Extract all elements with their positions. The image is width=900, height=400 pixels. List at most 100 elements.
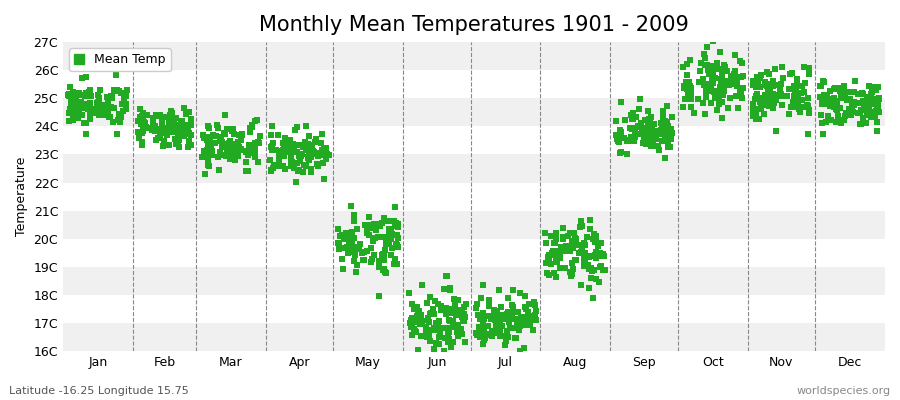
Point	[106, 87, 121, 93]
Point	[292, 167, 307, 174]
Point	[715, 99, 729, 105]
Point	[441, 331, 455, 337]
Point	[410, 346, 425, 353]
Point	[418, 329, 433, 335]
Point	[117, 97, 131, 103]
Point	[842, 96, 857, 102]
Point	[80, 105, 94, 111]
Point	[528, 302, 543, 308]
Point	[823, 88, 837, 94]
Point	[146, 115, 160, 121]
Point	[215, 144, 230, 150]
Point	[72, 92, 86, 98]
Y-axis label: Temperature: Temperature	[15, 157, 28, 236]
Point	[487, 308, 501, 315]
Point	[234, 136, 248, 143]
Point	[626, 125, 641, 131]
Point	[133, 105, 148, 112]
Point	[406, 306, 420, 313]
Point	[214, 139, 229, 145]
Point	[81, 105, 95, 112]
Point	[248, 118, 262, 124]
Point	[828, 98, 842, 104]
Point	[859, 103, 873, 109]
Point	[331, 226, 346, 232]
Point	[238, 149, 253, 156]
Point	[92, 112, 106, 118]
Point	[412, 308, 427, 314]
Point	[162, 126, 176, 132]
Point	[852, 120, 867, 127]
Point	[477, 337, 491, 343]
Point	[698, 94, 713, 100]
Point	[491, 309, 505, 316]
Point	[224, 146, 238, 153]
Point	[832, 88, 847, 94]
Point	[658, 122, 672, 128]
Point	[404, 324, 419, 330]
Bar	[63, 42, 885, 70]
Point	[864, 91, 878, 97]
Point	[556, 234, 571, 240]
Point	[343, 249, 357, 255]
Point	[750, 90, 764, 97]
Point	[97, 108, 112, 114]
Point	[612, 138, 626, 145]
Point	[757, 111, 771, 118]
Point	[104, 103, 118, 110]
Point	[440, 306, 454, 312]
Point	[735, 73, 750, 80]
Point	[83, 87, 97, 93]
Point	[549, 254, 563, 261]
Point	[580, 262, 595, 268]
Point	[92, 97, 106, 103]
Point	[589, 233, 603, 240]
Point	[609, 136, 624, 142]
Point	[722, 81, 736, 87]
Point	[70, 99, 85, 105]
Point	[644, 114, 658, 120]
Point	[245, 146, 259, 153]
Point	[765, 92, 779, 98]
Point	[704, 83, 718, 89]
Point	[340, 232, 355, 238]
Point	[659, 124, 673, 130]
Point	[479, 331, 493, 338]
Point	[586, 236, 600, 242]
Point	[366, 252, 381, 258]
Point	[172, 137, 186, 143]
Point	[439, 272, 454, 279]
Point	[482, 297, 497, 304]
Point	[454, 308, 468, 315]
Point	[150, 134, 165, 141]
Point	[519, 317, 534, 323]
Point	[753, 72, 768, 78]
Point	[860, 112, 874, 118]
Point	[70, 107, 85, 113]
Point	[70, 100, 85, 106]
Point	[292, 158, 307, 164]
Point	[715, 115, 729, 121]
Point	[477, 316, 491, 322]
Point	[243, 129, 257, 136]
Point	[753, 103, 768, 109]
Point	[99, 104, 113, 110]
Point	[492, 286, 507, 293]
Point	[492, 322, 507, 328]
Point	[758, 79, 772, 85]
Point	[476, 313, 491, 320]
Point	[372, 292, 386, 299]
Point	[813, 94, 827, 101]
Point	[484, 333, 499, 340]
Point	[753, 99, 768, 106]
Point	[786, 99, 800, 106]
Point	[265, 142, 279, 149]
Point	[573, 223, 588, 230]
Point	[429, 340, 444, 346]
Point	[231, 144, 246, 150]
Point	[513, 323, 527, 329]
Point	[119, 106, 133, 112]
Point	[72, 111, 86, 118]
Point	[148, 123, 162, 129]
Point	[336, 266, 350, 272]
